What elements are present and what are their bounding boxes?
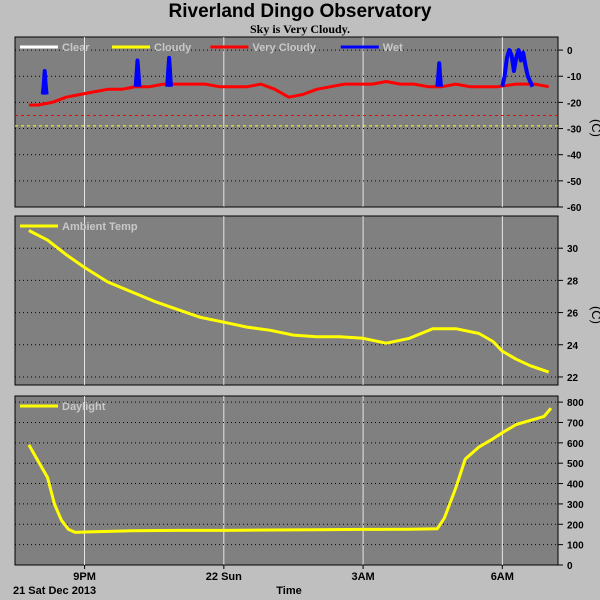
y-tick-label: -50 — [567, 177, 582, 188]
y-tick-label: 800 — [567, 398, 584, 409]
x-tick-label: 3AM — [351, 571, 374, 583]
chart-title: Riverland Dingo Observatory — [168, 1, 432, 22]
y-tick-label: 700 — [567, 418, 584, 429]
y-tick-label: 0 — [567, 46, 573, 57]
y-axis-unit: (C) — [589, 119, 600, 137]
y-tick-label: -60 — [567, 203, 582, 214]
series-line-sky-3 — [165, 55, 173, 87]
legend-label: Very Cloudy — [252, 42, 316, 54]
panel-ambient: 22 24 26 28 30 Ambient Temp (C) — [14, 215, 600, 386]
legend-label: Ambient Temp — [62, 221, 138, 233]
x-axis-date-label: 21 Sat Dec 2013 — [13, 585, 96, 597]
y-tick-label: 24 — [567, 341, 579, 352]
chart-subtitle: Sky is Very Cloudy. — [249, 22, 351, 36]
legend-label: Cloudy — [154, 42, 192, 54]
series-line-daylight-0 — [27, 407, 553, 534]
series-line-ambient-0 — [28, 229, 550, 374]
y-tick-label: 28 — [567, 276, 579, 287]
y-tick-label: -10 — [567, 72, 582, 83]
y-tick-label: 100 — [567, 541, 584, 552]
y-tick-label: 0 — [567, 561, 573, 572]
y-tick-label: 500 — [567, 459, 584, 470]
panel-sky-background — [14, 36, 559, 208]
y-tick-label: 30 — [567, 244, 579, 255]
y-tick-label: 400 — [567, 480, 584, 491]
series-line-sky-2 — [133, 58, 142, 87]
legend-label: Clear — [62, 42, 90, 54]
x-tick-label: 6AM — [491, 571, 514, 583]
y-axis-unit: (C) — [589, 306, 600, 324]
y-tick-label: -40 — [567, 151, 582, 162]
y-tick-label: 22 — [567, 373, 579, 384]
series-line-sky-0 — [28, 80, 549, 107]
series-line-sky-4 — [435, 61, 443, 87]
y-tick-label: 300 — [567, 500, 584, 511]
y-tick-label: 200 — [567, 520, 584, 531]
y-tick-label: -30 — [567, 125, 582, 136]
panel-daylight: 0 100 200 300 400 500 600 700 800 Daylight — [14, 395, 584, 572]
x-tick-label: 22 Sun — [206, 571, 242, 583]
y-tick-label: 600 — [567, 439, 584, 450]
panel-sky: 0 -10 -20 -30 -40 -50 -60 Clear Cloudy Very Cloud… — [14, 36, 600, 214]
panel-ambient-background — [14, 215, 559, 386]
y-tick-label: -20 — [567, 98, 582, 109]
panel-daylight-background — [14, 395, 559, 566]
x-axis-label: Time — [276, 585, 301, 597]
x-tick-label: 9PM — [73, 571, 96, 583]
series-line-sky-1 — [40, 69, 49, 95]
y-tick-label: 26 — [567, 309, 579, 320]
legend-label: Wet — [383, 42, 403, 54]
series-line-sky-5 — [500, 48, 535, 88]
legend-label: Daylight — [62, 401, 106, 413]
